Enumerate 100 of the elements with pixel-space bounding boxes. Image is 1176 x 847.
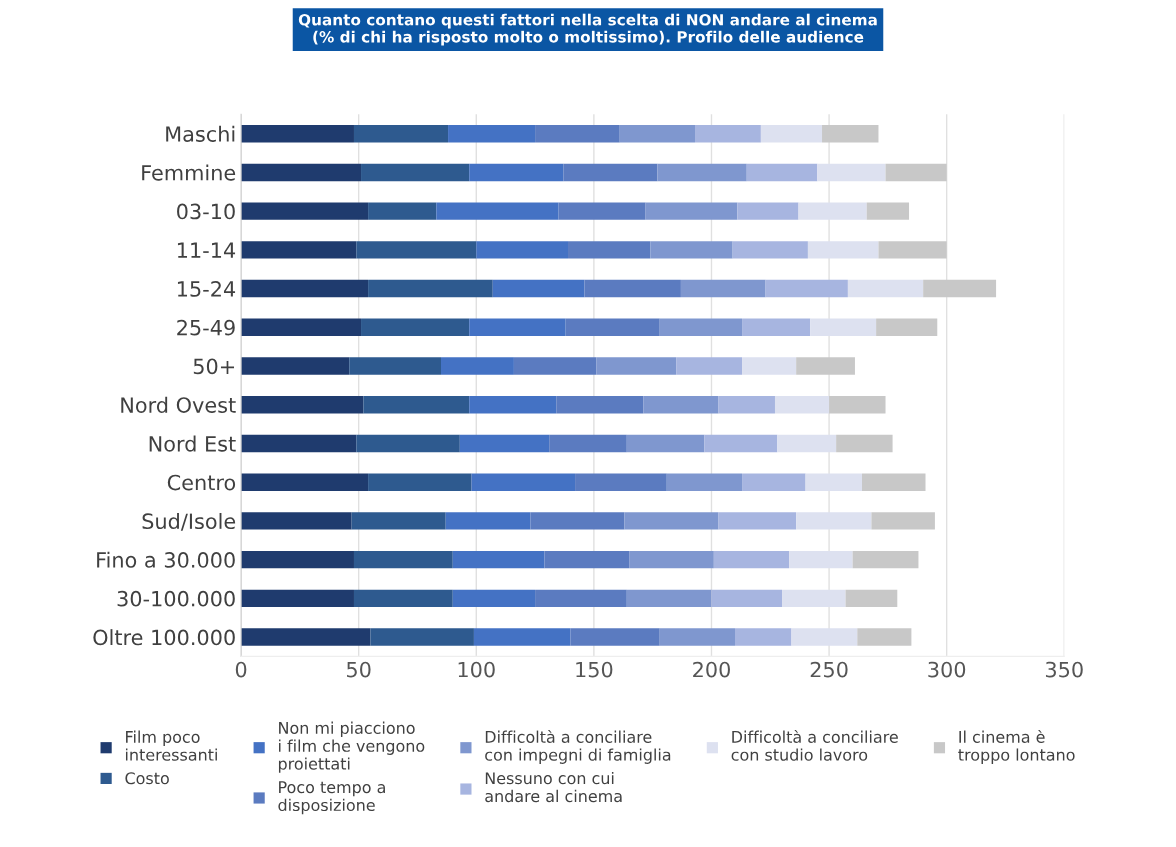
y-tick-label: Sud/Isole (142, 512, 236, 531)
bar (796, 357, 855, 375)
bar (732, 241, 808, 259)
bar (448, 124, 536, 143)
bar (817, 163, 886, 182)
y-tick-label: Oltre 100.000 (93, 629, 235, 646)
bar (469, 396, 557, 414)
bar (666, 473, 743, 491)
legend-label: Difficoltà a conciliare con studio lavoro (731, 729, 898, 761)
bar (857, 628, 912, 646)
bar (735, 628, 792, 646)
bar (822, 124, 879, 143)
bar (530, 512, 625, 530)
bar (619, 124, 696, 143)
y-tick-label: 03-10 (177, 203, 235, 220)
bar (241, 357, 350, 375)
y-tick-label: Maschi (166, 125, 235, 142)
bar (241, 163, 362, 182)
bar (866, 202, 910, 220)
legend-label: Il cinema è troppo lontano (958, 729, 1075, 764)
bar (241, 434, 357, 453)
bar (556, 396, 644, 414)
bar (871, 512, 935, 530)
bar (807, 241, 879, 259)
bar (650, 241, 733, 259)
bar (452, 550, 545, 569)
legend-label: Difficoltà a conciliare con impegni di famiglia (485, 729, 671, 764)
bar (798, 202, 867, 220)
y-tick-label: Nord Est (149, 435, 236, 452)
bar (353, 124, 449, 143)
legend-label: Poco tempo a disposizione (278, 781, 385, 815)
bar (760, 124, 823, 143)
x-tick-label: 150 (576, 661, 613, 678)
bar (459, 434, 550, 453)
bar (596, 357, 677, 375)
bar (711, 589, 783, 608)
bar (645, 202, 738, 220)
y-tick-label: 15-24 (177, 281, 236, 297)
x-tick-label: 0 (235, 661, 247, 678)
bar (544, 550, 630, 569)
bar (774, 396, 830, 414)
bar (353, 589, 453, 608)
bar (445, 512, 531, 530)
bar (676, 357, 743, 375)
bar (549, 434, 627, 453)
bar (361, 163, 470, 182)
x-tick-label: 200 (693, 661, 730, 678)
bar (810, 318, 877, 337)
bar (718, 512, 797, 530)
y-tick-label: Nord Ovest (121, 396, 236, 413)
bar (563, 163, 658, 182)
y-tick-label: 30-100.000 (117, 590, 235, 607)
y-tick-label: Centro (167, 474, 236, 491)
chart-title: Quanto contano questi fattori nella scelta di NON andare al cinema (% di chi ha risposto molto o moltissimo). Profilo delle audience (298, 13, 877, 46)
bar (742, 318, 811, 337)
x-tick-label: 50 (347, 661, 371, 678)
bar (241, 202, 369, 220)
bar (241, 279, 369, 298)
bar (876, 318, 938, 337)
bar (777, 434, 837, 453)
bar (473, 628, 571, 646)
bar (558, 202, 646, 220)
bar (356, 241, 477, 259)
bar (535, 589, 627, 608)
bar (469, 163, 564, 182)
legend-label: Film poco interessanti (125, 730, 217, 761)
bar (789, 550, 853, 569)
bar (349, 357, 441, 375)
bar (452, 589, 536, 608)
bar (241, 124, 354, 143)
y-tick-label: 11-14 (177, 242, 236, 258)
bar (241, 589, 354, 608)
bar (568, 241, 651, 259)
bar (535, 124, 620, 143)
bar (829, 396, 886, 414)
bar (657, 163, 747, 182)
bar (241, 473, 369, 491)
x-tick-label: 250 (810, 661, 848, 678)
bar (351, 512, 446, 530)
bar (241, 318, 362, 337)
bar (923, 279, 997, 298)
bar (659, 318, 743, 337)
bar (885, 163, 947, 182)
bar (805, 473, 863, 491)
bar (570, 628, 660, 646)
bar (241, 512, 352, 530)
bar (742, 357, 797, 375)
bar (796, 512, 872, 530)
bar (847, 279, 924, 298)
bar (584, 279, 681, 298)
bar (737, 202, 799, 220)
bar (626, 589, 712, 608)
y-tick-label: Femmine (142, 164, 236, 181)
x-tick-label: 350 (1045, 661, 1083, 678)
bar (704, 434, 778, 453)
bar (436, 202, 559, 220)
bar (845, 589, 898, 608)
bar (361, 318, 470, 337)
bar (782, 589, 846, 608)
bar (791, 628, 858, 646)
